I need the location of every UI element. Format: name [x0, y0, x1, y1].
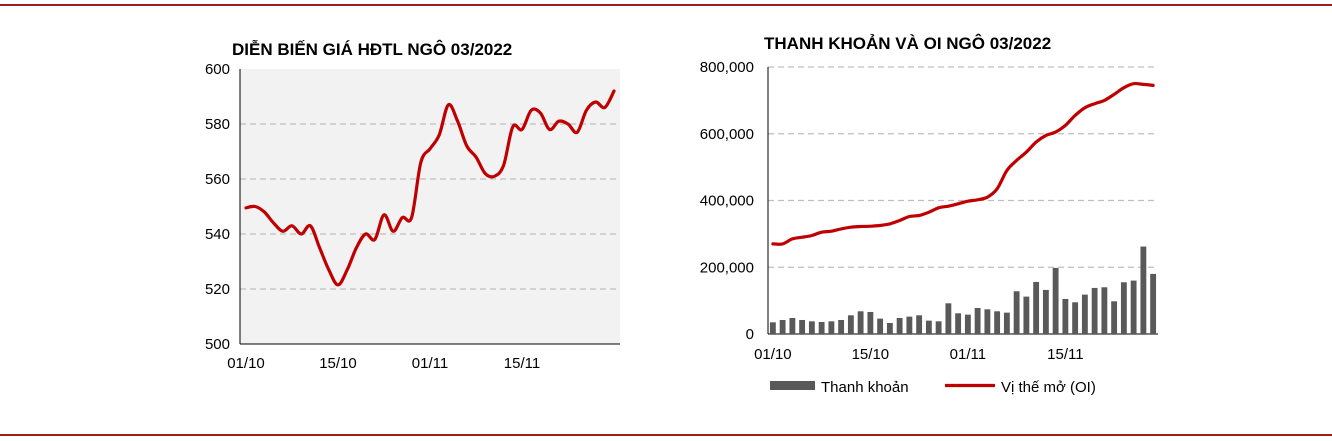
chart1-plot-area [240, 69, 620, 344]
chart2-liquidity-bar [789, 317, 796, 334]
chart2-liquidity-bar [896, 317, 903, 334]
chart2-liquidity-bar [1013, 291, 1020, 334]
chart2-liquidity-bar [1003, 312, 1010, 334]
chart2-liquidity-bar [1072, 302, 1079, 334]
chart1-y-tick: 560 [205, 171, 230, 188]
chart2-y-tick: 600,000 [700, 126, 754, 143]
chart2-x-tick: 15/10 [852, 346, 890, 363]
chart1-x-tick: 15/11 [504, 355, 540, 372]
chart2-liquidity-bar [945, 303, 952, 334]
chart2-liquidity-bar [984, 309, 991, 334]
chart2-liquidity-bar [1111, 301, 1118, 334]
chart2-liquidity-bar [779, 319, 786, 334]
chart2-y-tick: 800,000 [700, 59, 754, 76]
chart2-liquidity-bar [1140, 246, 1147, 334]
chart2-liquidity-bar [1052, 267, 1059, 334]
chart1-y-tick: 500 [205, 336, 230, 353]
chart1-title: DIỄN BIẾN GIÁ HĐTL NGÔ 03/2022 [232, 40, 513, 59]
chart2-liquidity-bar [1023, 296, 1030, 334]
chart2-liquidity-bar [1091, 287, 1098, 334]
legend-liquidity-label: Thanh khoản [821, 379, 909, 396]
chart2-liquidity-bar [1081, 294, 1088, 334]
chart2-liquidity-bar [994, 311, 1001, 334]
chart2-liquidity-bar [857, 311, 864, 334]
chart1-y-tick: 520 [205, 281, 230, 298]
chart2-oi-line [771, 81, 1155, 246]
chart2-x-tick: 01/11 [950, 346, 986, 363]
chart1-y-tick: 600 [205, 61, 230, 78]
chart2-liquidity-bar [1062, 298, 1069, 334]
chart1-x-tick: 15/10 [319, 355, 357, 372]
chart2-liquidity-bar [867, 311, 874, 334]
chart2-liquidity-bar [1120, 282, 1127, 334]
chart2-liquidity-bar [808, 321, 815, 334]
chart2-liquidity-bar [1042, 289, 1049, 334]
top-divider [0, 4, 1332, 6]
chart2-y-tick: 0 [746, 326, 754, 343]
bottom-divider [0, 434, 1332, 436]
chart2-liquidity-bar [877, 318, 884, 334]
chart1-y-tick: 540 [205, 226, 230, 243]
chart2-liquidity-bar [964, 314, 971, 334]
chart2-liquidity-bar [906, 316, 913, 334]
chart1-x-tick: 01/10 [227, 355, 265, 372]
chart2-x-tick: 15/11 [1047, 346, 1083, 363]
chart2-liquidity-bar [935, 321, 942, 334]
chart2-liquidity-bar [886, 322, 893, 334]
chart2-liquidity-bar [1150, 273, 1157, 334]
chart2-y-tick: 400,000 [700, 193, 754, 210]
legend-liquidity-swatch [770, 381, 815, 390]
chart2-x-tick: 01/10 [754, 346, 792, 363]
chart2-liquidity-bar [799, 319, 806, 334]
chart1-y-tick: 580 [205, 116, 230, 133]
chart2-liquidity-bar [847, 315, 854, 334]
chart2-liquidity-bar [974, 307, 981, 334]
chart1-price-line [244, 89, 616, 287]
chart2-liquidity-bar [1130, 280, 1137, 334]
chart2-liquidity-bar [818, 321, 825, 334]
chart2-liquidity-bar [955, 313, 962, 334]
chart2-liquidity-bar [1101, 287, 1108, 334]
chart2-liquidity-bar [838, 319, 845, 334]
chart2-liquidity-bar [769, 322, 776, 334]
legend-oi-label: Vị thế mở (OI) [1001, 379, 1096, 396]
chart2-liquidity-bar [925, 320, 932, 334]
chart2-liquidity-bar [1033, 281, 1040, 334]
chart2-liquidity-bar [828, 321, 835, 334]
chart2-liquidity-bar [916, 315, 923, 334]
chart2-y-tick: 200,000 [700, 259, 754, 276]
chart2-title: THANH KHOẢN VÀ OI NGÔ 03/2022 [764, 34, 1052, 53]
chart1-x-tick: 01/11 [412, 355, 448, 372]
